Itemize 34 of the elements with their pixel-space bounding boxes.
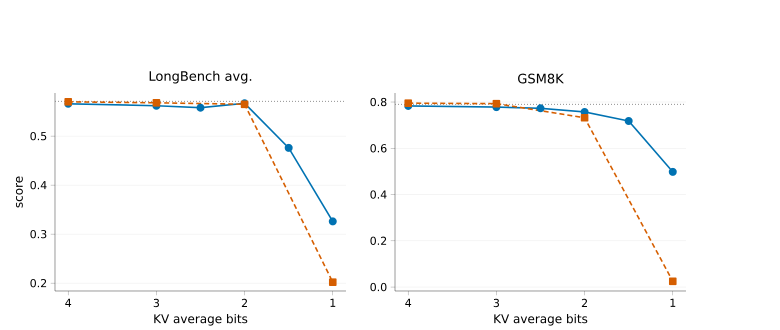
y-tick-label: 0.6: [370, 144, 387, 152]
x-tick-label: 1: [330, 298, 336, 307]
point: [196, 104, 204, 112]
x-axis-title: KV average bits: [154, 314, 248, 326]
y-tick-label: 0.0: [370, 282, 386, 292]
point: [668, 277, 677, 286]
y-tick-label: 0.4: [30, 180, 47, 190]
point: [624, 116, 633, 125]
y-tick-label: 0.8: [370, 98, 386, 106]
chart-title: GSM8K: [518, 74, 564, 84]
point: [536, 104, 544, 112]
x-tick-label: 3: [154, 298, 160, 308]
chart-title: LongBench avg.: [150, 70, 252, 84]
x-tick-label: 4: [65, 298, 72, 307]
y-tick-label: 0.5: [30, 132, 46, 140]
y-tick-label: 0.2: [30, 279, 46, 288]
x-tick-label: 1: [670, 298, 676, 307]
y-tick-label: 0.3: [30, 230, 46, 238]
x-tick-label: 3: [494, 298, 500, 308]
point: [492, 100, 500, 108]
x-axis-title: KV average bits: [494, 314, 588, 326]
point: [668, 168, 677, 176]
point: [580, 114, 588, 122]
point: [284, 144, 293, 152]
x-tick-label: 4: [405, 298, 412, 307]
y-tick-label: 0.2: [370, 236, 386, 245]
point: [404, 99, 412, 107]
point: [152, 99, 160, 107]
y-tick-label: 0.4: [370, 190, 387, 199]
y-axis-title: score: [16, 176, 23, 208]
x-tick-label: 2: [242, 298, 247, 307]
point: [328, 217, 337, 226]
point: [328, 278, 337, 286]
x-tick-label: 2: [582, 298, 587, 307]
